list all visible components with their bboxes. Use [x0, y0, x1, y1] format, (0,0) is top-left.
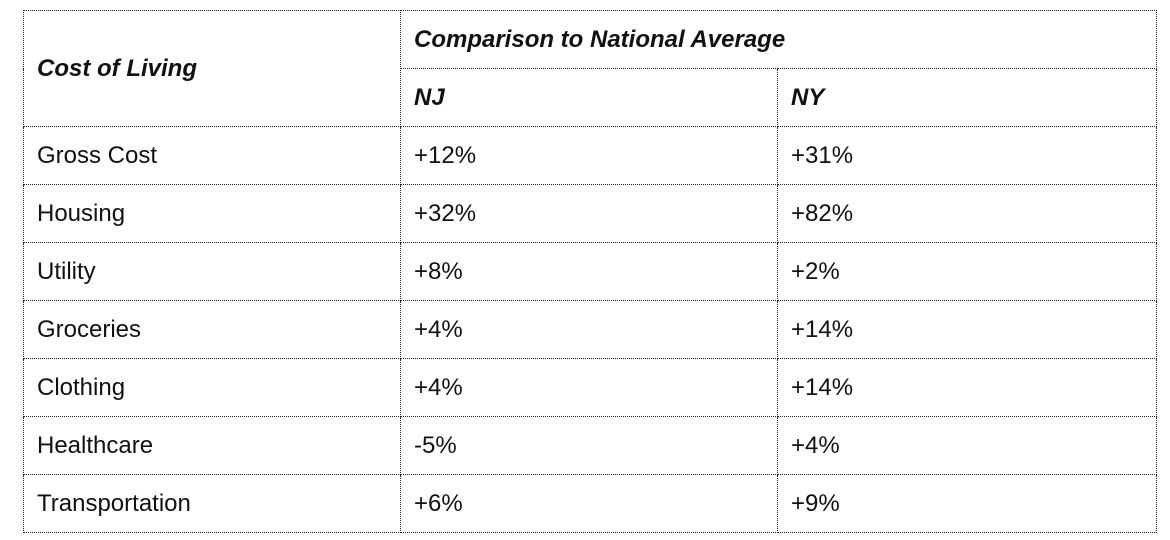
- table-row: Gross Cost +12% +31%: [23, 126, 1157, 185]
- row-label: Groceries: [23, 300, 401, 359]
- row-label: Transportation: [23, 474, 401, 533]
- ny-value: +14%: [777, 358, 1157, 417]
- row-label: Healthcare: [23, 416, 401, 475]
- nj-value: +12%: [400, 126, 778, 185]
- nj-value: +8%: [400, 242, 778, 301]
- row-label: Utility: [23, 242, 401, 301]
- table-row: Groceries +4% +14%: [23, 300, 1157, 359]
- cost-of-living-table: Cost of Living Comparison to National Av…: [23, 10, 1157, 533]
- table-row: Utility +8% +2%: [23, 242, 1157, 301]
- table-row: Transportation +6% +9%: [23, 474, 1157, 533]
- table-row: Clothing +4% +14%: [23, 358, 1157, 417]
- column-header-nj: NJ: [400, 68, 778, 127]
- nj-value: +4%: [400, 300, 778, 359]
- row-header-label: Cost of Living: [23, 10, 401, 127]
- row-label: Gross Cost: [23, 126, 401, 185]
- group-header: Comparison to National Average: [400, 10, 1157, 69]
- table-row: Healthcare -5% +4%: [23, 416, 1157, 475]
- header-row: Cost of Living Comparison to National Av…: [23, 10, 1157, 127]
- nj-value: +6%: [400, 474, 778, 533]
- nj-value: -5%: [400, 416, 778, 475]
- ny-value: +2%: [777, 242, 1157, 301]
- ny-value: +4%: [777, 416, 1157, 475]
- table-row: Housing +32% +82%: [23, 184, 1157, 243]
- row-label: Clothing: [23, 358, 401, 417]
- column-header-ny: NY: [777, 68, 1157, 127]
- ny-value: +9%: [777, 474, 1157, 533]
- nj-value: +4%: [400, 358, 778, 417]
- ny-value: +82%: [777, 184, 1157, 243]
- ny-value: +31%: [777, 126, 1157, 185]
- nj-value: +32%: [400, 184, 778, 243]
- row-label: Housing: [23, 184, 401, 243]
- ny-value: +14%: [777, 300, 1157, 359]
- subheader-row: NJ NY: [24, 68, 1157, 127]
